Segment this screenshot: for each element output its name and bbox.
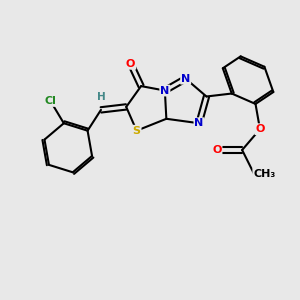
Text: H: H bbox=[97, 92, 105, 101]
Text: O: O bbox=[212, 145, 222, 155]
Text: O: O bbox=[255, 124, 265, 134]
Text: Cl: Cl bbox=[44, 96, 56, 106]
Text: N: N bbox=[160, 85, 170, 96]
Text: N: N bbox=[194, 118, 204, 128]
Text: O: O bbox=[126, 59, 135, 69]
Text: S: S bbox=[133, 126, 141, 136]
Text: CH₃: CH₃ bbox=[253, 169, 276, 179]
Text: N: N bbox=[181, 74, 190, 84]
